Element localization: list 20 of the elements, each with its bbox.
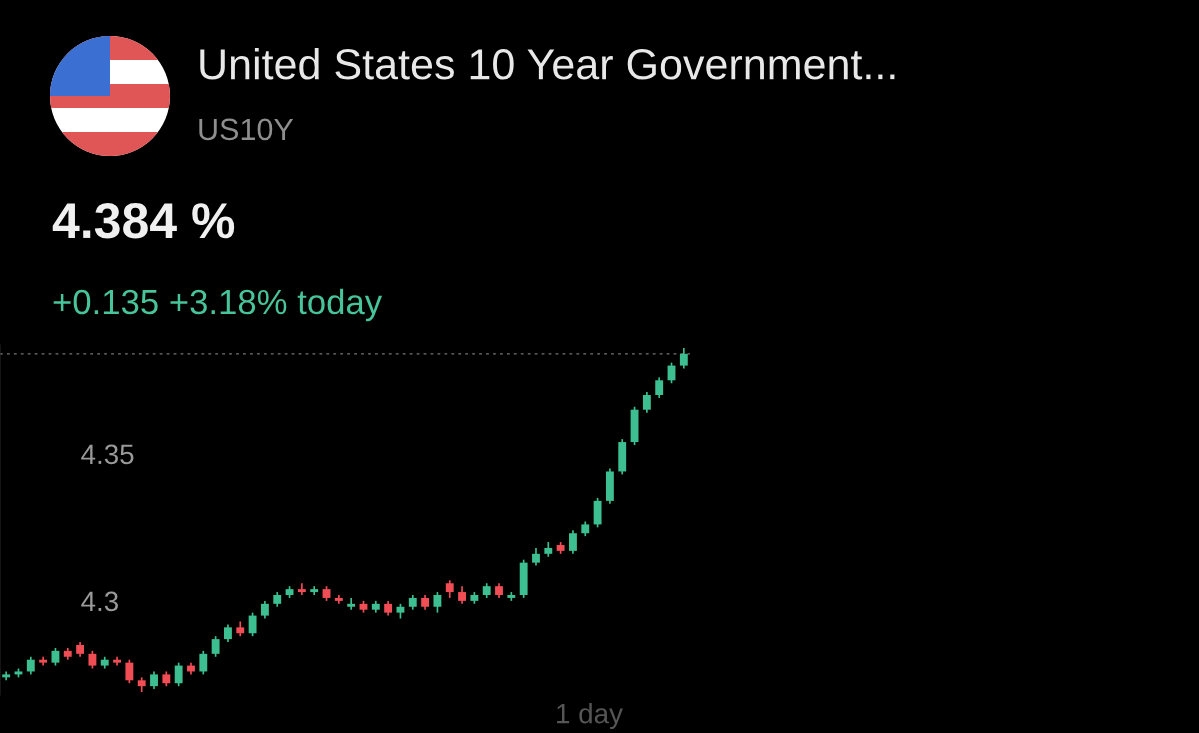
candlestick [125, 658, 134, 685]
y-tick-label: 4.3 [81, 591, 118, 612]
candlestick [655, 376, 664, 399]
text: +0.135 +3.18% today [53, 288, 383, 322]
candlestick [211, 635, 220, 658]
candlestick [248, 611, 257, 638]
candlestick [347, 597, 356, 611]
text: 4.384 % [52, 203, 235, 239]
candlestick [174, 661, 183, 688]
candlestick [433, 591, 442, 614]
candlestick [199, 650, 208, 676]
candlestick [642, 391, 651, 414]
candlestick [569, 529, 577, 555]
text: 1 day [557, 703, 623, 729]
candlestick [679, 347, 688, 370]
candlestick [297, 582, 306, 596]
chart-title: United States 10 Year Government... [200, 47, 895, 80]
candlestick [593, 497, 602, 529]
chart-subtitle: US10Y [199, 118, 294, 141]
y-tick-label: 4.35 [81, 444, 134, 465]
